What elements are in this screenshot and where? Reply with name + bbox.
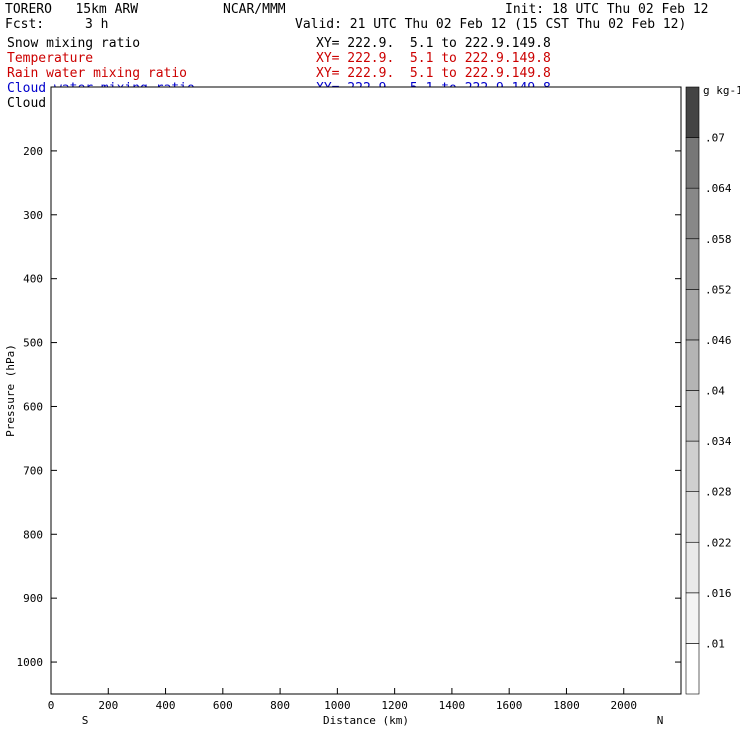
y-tick-label: 1000 [17,656,44,669]
center-label: NCAR/MMM [223,2,286,17]
valid-time: Valid: 21 UTC Thu 02 Feb 12 (15 CST Thu … [295,17,687,32]
x-tick-label: 1200 [381,699,408,712]
colorbar-tick-label: .028 [705,486,732,499]
x-axis-title: Distance (km) [323,714,409,727]
colorbar-unit: g kg-1 [703,84,740,97]
y-tick-label: 500 [23,337,43,350]
colorbar-segment [685,390,700,442]
x-tick-label: 200 [98,699,118,712]
field-xy-range: XY= 222.9. 5.1 to 222.9.149.8 [316,51,551,66]
init-time: Init: 18 UTC Thu 02 Feb 12 [505,2,709,17]
north-label: N [657,714,664,727]
colorbar-segment [685,137,700,189]
x-tick-label: 800 [270,699,290,712]
field-name: Snow mixing ratio [7,36,141,51]
x-tick-label: 600 [213,699,233,712]
fcst-value: 3 h [85,17,109,32]
colorbar-tick-label: .052 [705,283,732,296]
colorbar-segment [685,440,700,492]
colorbar-tick-label: .016 [705,587,732,600]
field-xy-range: XY= 222.9. 5.1 to 222.9.149.8 [316,36,551,51]
colorbar-tick-label: .058 [705,233,732,246]
field-xy-range: XY= 222.9. 5.1 to 222.9.149.8 [316,66,551,81]
y-axis-title: Pressure (hPa) [4,344,17,437]
field-name: Rain water mixing ratio [7,66,188,81]
x-tick-label: 0 [48,699,55,712]
south-label: S [82,714,89,727]
x-tick-label: 400 [156,699,176,712]
x-tick-label: 1000 [324,699,351,712]
colorbar-tick-label: .046 [705,334,732,347]
colorbar-segment [685,86,700,138]
colorbar-segment [685,491,700,543]
colorbar-segment [685,541,700,594]
model-title: TORERO 15km ARW [5,2,139,17]
colorbar-segment [685,643,700,695]
y-tick-label: 400 [23,273,43,286]
colorbar-segment [685,339,700,391]
y-tick-label: 600 [23,400,43,413]
x-tick-label: 2000 [610,699,637,712]
x-tick-label: 1600 [496,699,523,712]
x-tick-label: 1400 [439,699,466,712]
colorbar-segment [685,289,700,341]
y-tick-label: 700 [23,464,43,477]
colorbar-tick-label: .064 [705,182,732,195]
field-name: Temperature [7,51,94,66]
colorbar-segment [685,238,700,290]
y-tick-label: 300 [23,209,43,222]
colorbar-tick-label: .01 [705,637,725,650]
colorbar-tick-label: .034 [705,435,732,448]
colorbar-tick-label: .022 [705,536,732,549]
y-tick-label: 200 [23,145,43,158]
colorbar-segment [685,592,700,644]
colorbar-tick-label: .07 [705,132,725,145]
colorbar-tick-label: .04 [705,385,725,398]
y-tick-label: 800 [23,528,43,541]
plot-frame [50,86,682,695]
x-tick-label: 1800 [553,699,580,712]
y-tick-label: 900 [23,592,43,605]
fcst-label: Fcst: [5,17,45,32]
colorbar-segment [685,187,700,240]
